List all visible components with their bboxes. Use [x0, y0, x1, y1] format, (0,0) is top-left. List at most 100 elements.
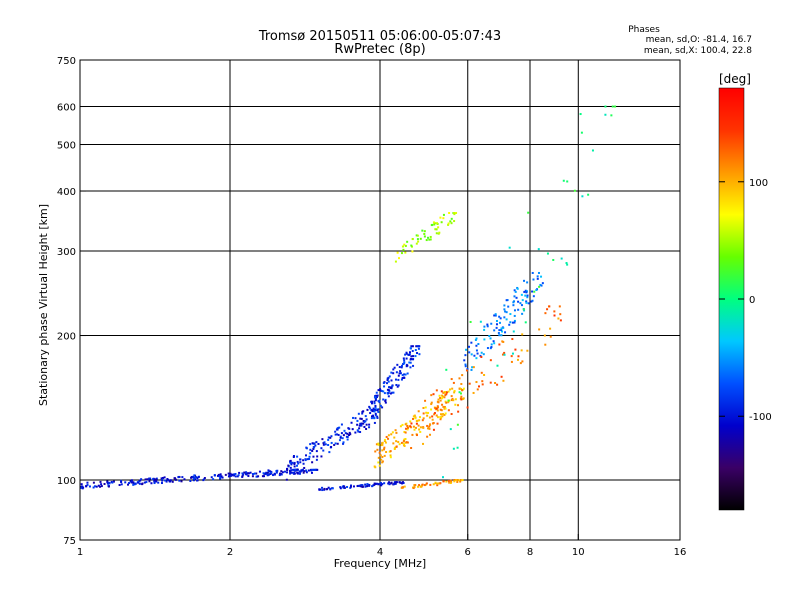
data-point [434, 222, 437, 225]
data-point [436, 422, 439, 425]
data-point [343, 486, 346, 489]
data-point [452, 399, 455, 402]
data-point [489, 347, 492, 350]
data-point [503, 316, 506, 319]
data-point [580, 131, 583, 134]
data-point [450, 480, 453, 483]
data-point [403, 430, 406, 433]
data-point [97, 484, 100, 487]
data-point [379, 388, 382, 391]
data-point [419, 430, 422, 433]
data-point [519, 362, 522, 365]
data-point [296, 468, 299, 471]
data-point [405, 351, 408, 354]
data-point [517, 308, 520, 311]
data-point [439, 396, 442, 399]
data-point [155, 478, 158, 481]
data-point [381, 455, 384, 458]
data-point [381, 461, 384, 464]
data-point [557, 317, 560, 320]
data-point [374, 406, 377, 409]
data-point [448, 481, 451, 484]
data-point [387, 395, 390, 398]
data-point [500, 328, 503, 331]
data-point [409, 420, 412, 423]
data-point [243, 471, 246, 474]
data-point [390, 371, 393, 374]
data-point [388, 483, 391, 486]
data-point [171, 480, 174, 483]
data-point [280, 470, 283, 473]
data-point [525, 291, 528, 294]
colorbar-tick-label: -100 [749, 412, 772, 423]
data-point [426, 236, 429, 239]
data-point [356, 429, 359, 432]
data-point [501, 340, 504, 343]
data-point [377, 443, 380, 446]
data-point [498, 334, 501, 337]
data-point [161, 479, 164, 482]
data-point [304, 459, 307, 462]
data-point [475, 337, 478, 340]
data-point [422, 417, 425, 420]
data-point [510, 355, 513, 358]
data-point [219, 476, 222, 479]
data-point [374, 414, 377, 417]
data-point [309, 468, 312, 471]
data-point [500, 327, 503, 330]
data-point [251, 475, 254, 478]
data-point [85, 485, 88, 488]
data-point [194, 477, 197, 480]
data-point [526, 296, 529, 299]
data-point [374, 450, 377, 453]
data-point [395, 383, 398, 386]
data-point [365, 423, 368, 426]
data-point [513, 289, 516, 292]
data-point [493, 329, 496, 332]
data-point [394, 378, 397, 381]
data-point [517, 358, 520, 361]
data-point [521, 299, 524, 302]
data-point [331, 487, 334, 490]
data-point [402, 481, 405, 484]
data-point [391, 385, 394, 388]
data-point [458, 387, 461, 390]
data-point [540, 284, 543, 287]
data-point [309, 452, 312, 455]
data-point [387, 389, 390, 392]
data-point [384, 401, 387, 404]
data-point [404, 427, 407, 430]
data-point [216, 474, 219, 477]
data-point [425, 239, 428, 242]
data-point [418, 419, 421, 422]
data-point [303, 466, 306, 469]
data-point [437, 482, 440, 485]
data-point [137, 481, 140, 484]
chart-title: Tromsø 20150511 05:06:00-05:07:43 [258, 29, 501, 44]
data-point [388, 375, 391, 378]
data-point [483, 338, 486, 341]
data-point [581, 195, 584, 198]
data-point [155, 480, 158, 483]
data-point [418, 416, 421, 419]
data-point [505, 299, 508, 302]
data-point [486, 347, 489, 350]
data-point [366, 408, 369, 411]
data-point [490, 322, 493, 325]
data-point [377, 389, 380, 392]
data-point [395, 431, 398, 434]
data-point [376, 448, 379, 451]
data-point [241, 475, 244, 478]
data-point [479, 320, 482, 323]
data-point [531, 271, 534, 274]
data-point [99, 480, 102, 483]
data-point [339, 436, 342, 439]
data-point [162, 476, 165, 479]
data-point [334, 430, 337, 433]
data-point [384, 438, 387, 441]
data-point [368, 423, 371, 426]
data-point [361, 485, 364, 488]
data-point [474, 338, 477, 341]
data-point [386, 379, 389, 382]
data-point [505, 318, 508, 321]
